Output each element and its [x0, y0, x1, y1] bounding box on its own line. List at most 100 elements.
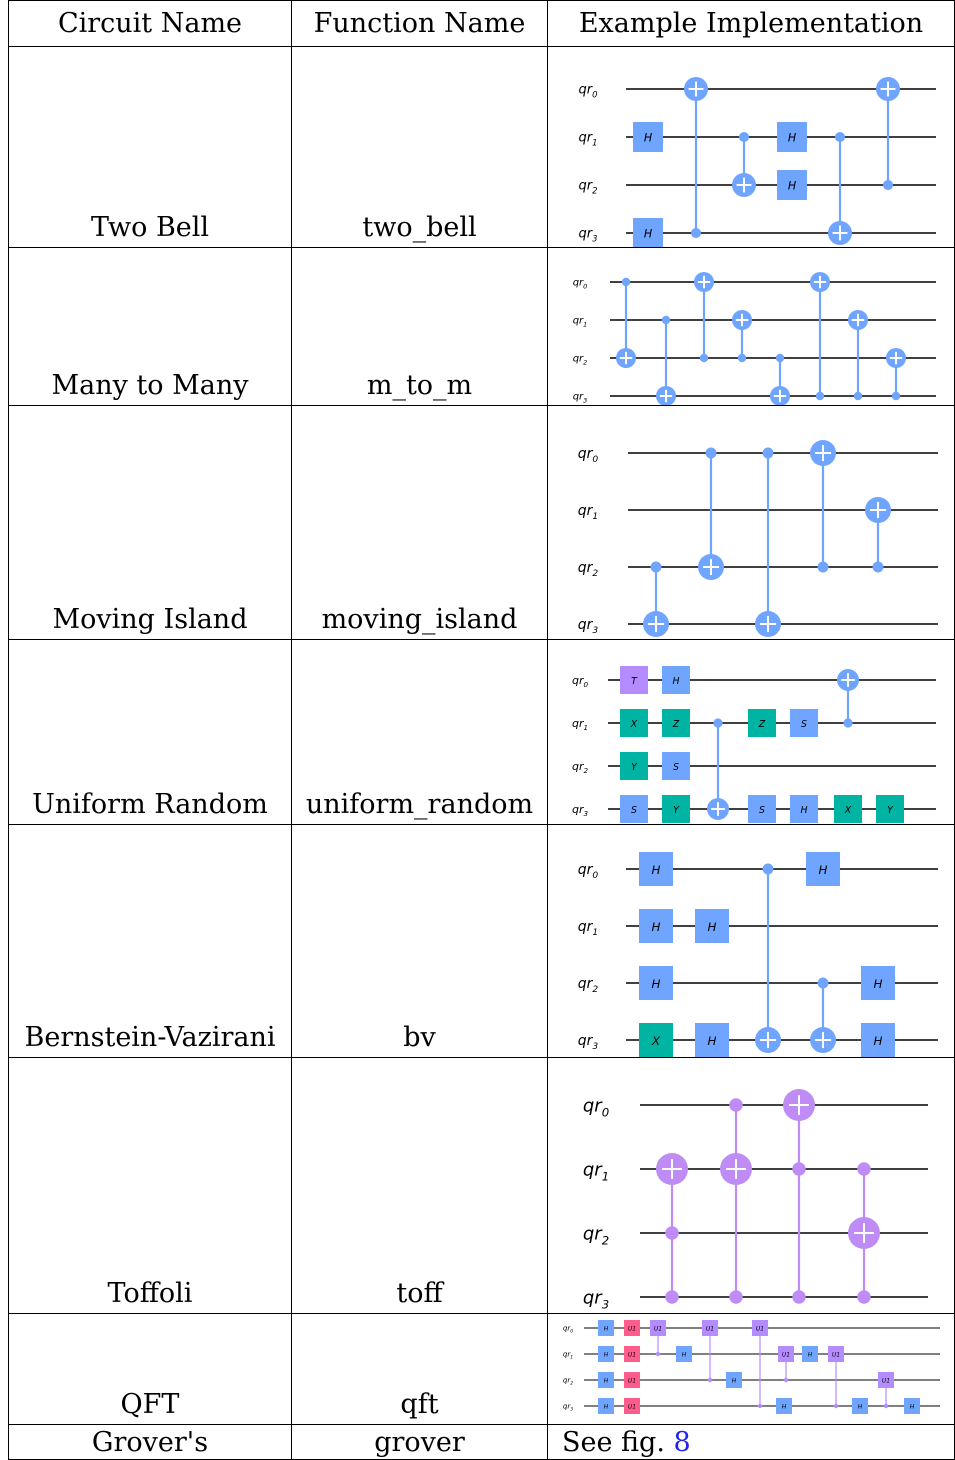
function-name-cell: grover — [291, 1424, 548, 1460]
gate-box — [904, 1398, 920, 1414]
gate-label: H — [682, 1352, 687, 1359]
circuit-diagram-cell: qr0 qr1 qr2 qr3 — [547, 1057, 955, 1314]
control-dot — [857, 1290, 871, 1304]
gate-box — [695, 909, 729, 943]
circuit-table: Circuit Name Function Name Example Imple… — [8, 0, 955, 1460]
circuit-diagram-bernstein-vazirani: qr0 qr1 qr2 qr3 H H H X H H H H H — [578, 852, 938, 1057]
gate-box — [777, 170, 807, 200]
gate-box — [620, 666, 648, 694]
gate-box — [662, 752, 690, 780]
control-dot — [834, 131, 846, 143]
figure-8-link[interactable]: 8 — [673, 1426, 691, 1458]
circuit-name-cell: Moving Island — [8, 405, 292, 640]
header-circuit-name: Circuit Name — [8, 0, 292, 47]
header-row: Circuit Name Function Name Example Imple… — [8, 0, 955, 47]
gate-label: H — [808, 1352, 813, 1359]
gate-box — [598, 1346, 614, 1362]
gate-box — [806, 852, 840, 886]
gate-label: U1 — [832, 1352, 840, 1359]
gate-box — [748, 795, 776, 823]
circuit-name-cell: QFT — [8, 1313, 292, 1425]
control-dot — [817, 977, 829, 989]
gate-label: H — [652, 863, 661, 877]
gate-box — [828, 1346, 844, 1362]
function-name-cell: toff — [291, 1057, 548, 1314]
qubit-label: qr1 — [563, 1350, 573, 1360]
gate-label: H — [910, 1404, 915, 1411]
gate-label: H — [652, 920, 661, 934]
gate-box — [662, 666, 690, 694]
circuit-diagram-qft: qr0 qr1 qr2 qr3 H U1 H U1 H U1 H U1 U1 H U1 H U1 H U1 H U1 H U… — [563, 1320, 940, 1414]
gate-box — [624, 1398, 640, 1414]
qubit-label: qr0 — [578, 862, 599, 881]
gate-label: Y — [631, 762, 638, 773]
gate-label: U1 — [628, 1378, 636, 1385]
gate-box — [633, 218, 663, 247]
circuit-name-cell: Uniform Random — [8, 639, 292, 825]
control-dot — [891, 391, 901, 401]
gate-box — [802, 1346, 818, 1362]
gate-label: S — [631, 805, 637, 816]
gate-label: S — [801, 719, 807, 730]
gate-label: U1 — [706, 1326, 714, 1333]
qubit-label: qr2 — [563, 1376, 573, 1386]
circuit-diagram-two-bell: qr0 qr1 qr2 qr3 H H H H — [579, 77, 936, 247]
table-row: Many to Many m_to_m qr0 qr1 qr2 qr3 — [8, 247, 955, 406]
control-dot — [762, 863, 774, 875]
control-dot — [699, 353, 709, 363]
gate-label: H — [732, 1378, 737, 1385]
gate-box — [598, 1398, 614, 1414]
gate-box — [620, 709, 648, 737]
control-dot — [792, 1290, 806, 1304]
gate-label: H — [604, 1352, 609, 1359]
function-name-cell: two_bell — [291, 46, 548, 248]
gate-box — [639, 909, 673, 943]
circuit-name-cell: Two Bell — [8, 46, 292, 248]
gate-box — [726, 1372, 742, 1388]
control-dot — [650, 561, 662, 573]
table-row: Two Bell two_bell qr0 qr1 qr2 qr3 H H H H — [8, 46, 955, 248]
gate-box — [790, 795, 818, 823]
gate-box — [748, 709, 776, 737]
gate-label: S — [759, 805, 765, 816]
function-name-cell: bv — [291, 824, 548, 1058]
control-dot — [775, 353, 785, 363]
gate-box — [861, 1023, 895, 1057]
gate-box — [777, 122, 807, 152]
gate-label: Y — [887, 805, 894, 816]
gate-label: S — [673, 762, 679, 773]
qubit-label: qr2 — [579, 179, 598, 196]
control-dot — [729, 1290, 743, 1304]
gate-label: Y — [673, 805, 680, 816]
grover-reference-cell: See fig. 8 — [547, 1424, 955, 1460]
circuit-diagram-toffoli: qr0 qr1 qr2 qr3 — [583, 1089, 928, 1312]
gate-label: X — [630, 719, 638, 730]
gate-box — [633, 122, 663, 152]
header-function-name: Function Name — [291, 0, 548, 47]
table-row: Toffoli toff qr0 qr1 qr2 qr3 — [8, 1057, 955, 1314]
qubit-label: qr2 — [578, 976, 599, 995]
qubit-label: qr0 — [578, 446, 599, 465]
qubit-label: qr3 — [578, 1033, 599, 1052]
gate-label: H — [819, 863, 828, 877]
qubit-label: qr3 — [578, 617, 599, 636]
control-dot — [621, 277, 631, 287]
qubit-label: qr3 — [563, 1402, 573, 1412]
table-row: Uniform Random uniform_random qr0 qr1 qr2 q… — [8, 639, 955, 825]
gate-box — [752, 1320, 768, 1336]
gate-label: H — [782, 1404, 787, 1411]
gate-label: H — [874, 1034, 883, 1048]
gate-box — [852, 1398, 868, 1414]
gate-box — [624, 1346, 640, 1362]
control-dot — [783, 1377, 789, 1383]
circuit-diagram-moving-island: qr0 qr1 qr2 qr3 — [578, 440, 938, 637]
gate-label: H — [874, 977, 883, 991]
gate-box — [620, 795, 648, 823]
gate-label: H — [788, 132, 797, 145]
qubit-label: qr0 — [572, 674, 589, 689]
gate-label: H — [644, 132, 653, 145]
qubit-label: qr3 — [573, 392, 588, 405]
qubit-label: qr0 — [573, 278, 588, 291]
control-dot — [762, 447, 774, 459]
control-dot — [872, 561, 884, 573]
